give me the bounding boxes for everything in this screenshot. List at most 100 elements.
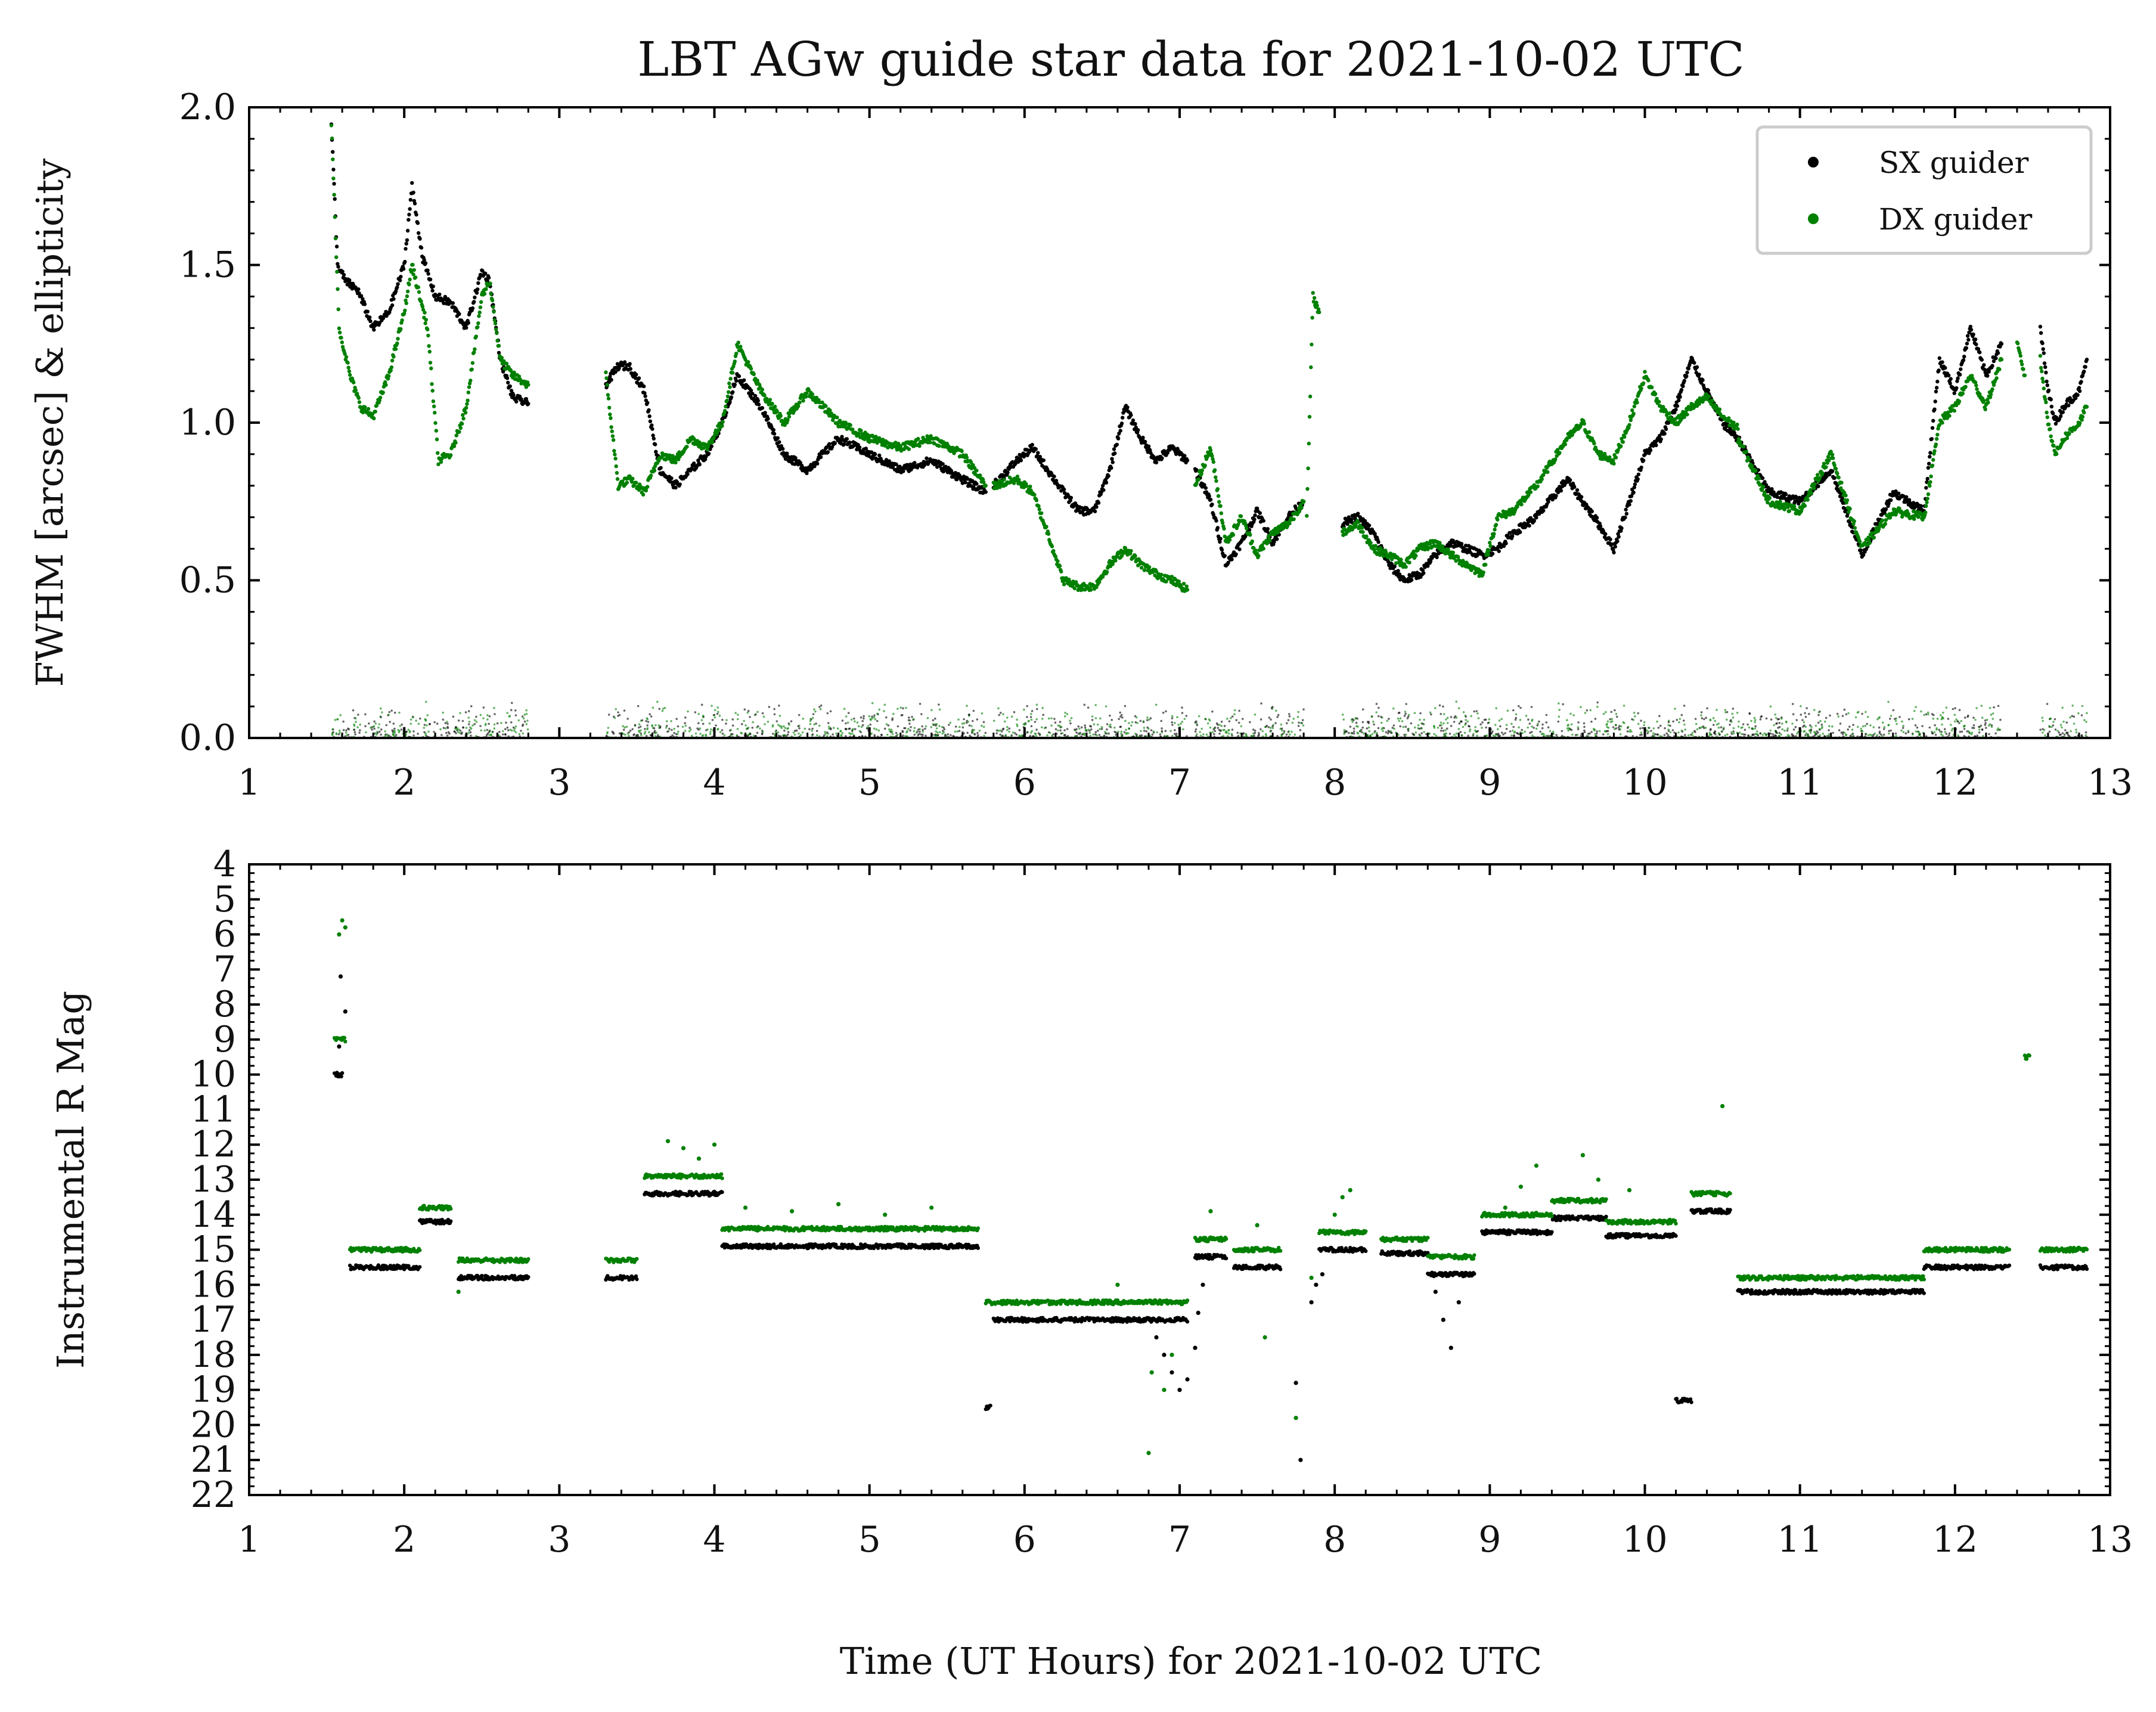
- ellipticity-point: [811, 727, 814, 730]
- ellipticity-point: [1392, 724, 1395, 727]
- ellipticity-point: [1624, 735, 1627, 737]
- ellipticity-point: [633, 733, 635, 736]
- ellipticity-point: [1064, 712, 1066, 714]
- ellipticity-point: [954, 725, 957, 728]
- ellipticity-point: [1361, 731, 1363, 734]
- fwhm-point: [963, 480, 967, 485]
- ellipticity-point: [1803, 730, 1805, 733]
- ellipticity-point: [1128, 722, 1130, 724]
- fwhm-point: [1965, 342, 1969, 346]
- ellipticity-point: [424, 718, 427, 721]
- fwhm-point: [404, 247, 408, 251]
- fwhm-point: [1639, 466, 1643, 470]
- fwhm-point: [650, 427, 654, 431]
- fwhm-point: [334, 244, 339, 249]
- fwhm-point: [1459, 542, 1464, 546]
- ellipticity-point: [426, 724, 428, 727]
- ellipticity-point: [1809, 724, 1811, 727]
- ellipticity-point: [981, 724, 983, 727]
- ellipticity-point: [780, 727, 783, 729]
- ellipticity-point: [871, 702, 874, 705]
- fwhm-point: [873, 452, 877, 457]
- fwhm-point: [659, 466, 663, 470]
- ellipticity-point: [1945, 733, 1948, 735]
- ellipticity-point: [1083, 732, 1086, 735]
- ellipticity-point: [705, 734, 708, 737]
- ellipticity-point: [1747, 735, 1749, 737]
- fwhm-point: [470, 306, 475, 311]
- fwhm-point: [403, 259, 407, 264]
- ellipticity-point: [784, 734, 787, 737]
- fwhm-point: [785, 451, 789, 455]
- fwhm-point: [368, 315, 372, 320]
- fwhm-point: [1613, 544, 1617, 549]
- ellipticity-point: [1577, 721, 1580, 724]
- ellipticity-point: [1213, 733, 1215, 736]
- ellipticity-point: [1036, 708, 1038, 711]
- ellipticity-point: [356, 726, 359, 728]
- ellipticity-point: [1647, 730, 1650, 733]
- ellipticity-point: [507, 729, 510, 731]
- ellipticity-point: [1726, 718, 1728, 721]
- ellipticity-point: [901, 731, 904, 733]
- ellipticity-point: [623, 733, 626, 736]
- ellipticity-point: [1840, 731, 1842, 734]
- ellipticity-point: [1476, 730, 1479, 733]
- ellipticity-point: [891, 733, 894, 736]
- ellipticity-point: [1078, 727, 1081, 730]
- fwhm-point: [669, 476, 674, 480]
- ellipticity-point: [1890, 715, 1893, 717]
- ellipticity-point: [1700, 714, 1702, 717]
- ellipticity-point: [1300, 722, 1302, 724]
- ellipticity-point: [465, 727, 468, 729]
- fwhm-point: [1884, 507, 1888, 511]
- ellipticity-point: [775, 720, 778, 722]
- ellipticity-point: [410, 718, 412, 721]
- ellipticity-point: [1375, 711, 1378, 714]
- fwhm-plot-area: [329, 122, 2089, 739]
- ellipticity-point: [1195, 728, 1198, 731]
- fwhm-point: [1674, 408, 1678, 412]
- ellipticity-point: [1034, 733, 1037, 735]
- ellipticity-point: [625, 725, 628, 728]
- ellipticity-point: [405, 731, 408, 733]
- fwhm-point: [404, 241, 408, 246]
- ellipticity-point: [511, 702, 513, 704]
- ellipticity-point: [1990, 724, 1993, 727]
- ellipticity-point: [1974, 718, 1977, 721]
- ellipticity-point: [1140, 734, 1143, 737]
- ellipticity-point: [1678, 721, 1680, 724]
- ellipticity-point: [1430, 713, 1432, 716]
- ellipticity-point: [747, 709, 750, 712]
- fwhm-point: [1925, 476, 1929, 481]
- ellipticity-point: [622, 728, 625, 731]
- ellipticity-point: [1829, 714, 1831, 717]
- ellipticity-point: [1463, 731, 1466, 734]
- fwhm-point: [476, 287, 480, 291]
- ellipticity-point: [665, 720, 668, 722]
- ellipticity-point: [653, 731, 656, 734]
- fwhm-point: [654, 449, 658, 454]
- fwhm-point: [401, 266, 406, 271]
- ellipticity-point: [1481, 721, 1484, 724]
- ellipticity-point: [2048, 725, 2050, 727]
- fwhm-point: [1258, 511, 1262, 515]
- ellipticity-point: [1462, 711, 1465, 714]
- ellipticity-point: [645, 734, 648, 737]
- ellipticity-point: [1966, 715, 1969, 718]
- fwhm-point: [422, 258, 426, 262]
- fwhm-point: [1832, 476, 1837, 480]
- ellipticity-point: [1377, 727, 1380, 730]
- fwhm-point: [734, 379, 739, 383]
- ellipticity-point: [843, 708, 846, 710]
- ellipticity-point: [1972, 717, 1975, 719]
- ellipticity-point: [1817, 711, 1820, 714]
- ellipticity-point: [1824, 720, 1826, 723]
- ellipticity-point: [694, 732, 697, 735]
- ellipticity-point: [1748, 726, 1751, 729]
- ellipticity-point: [1606, 720, 1609, 722]
- ellipticity-point: [762, 715, 765, 718]
- ellipticity-point: [1224, 731, 1227, 734]
- ellipticity-point: [995, 732, 998, 734]
- fwhm-point: [466, 321, 470, 325]
